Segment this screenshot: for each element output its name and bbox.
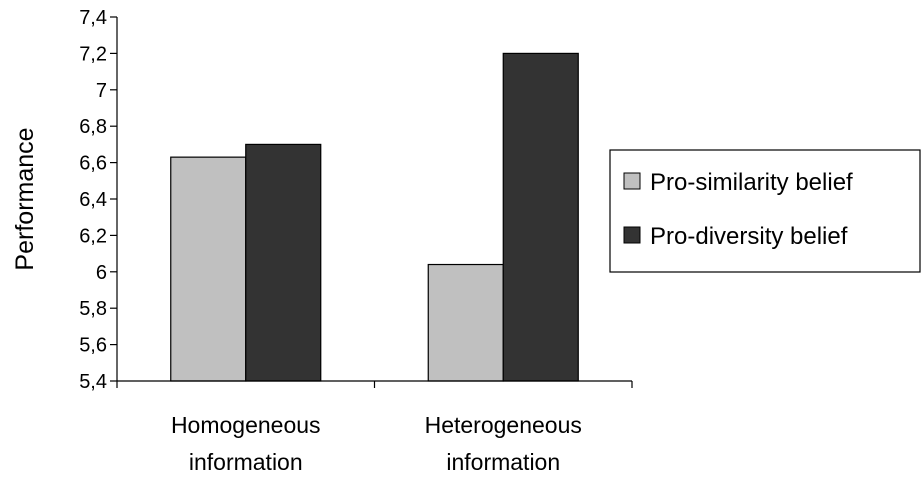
y-tick-label: 6 xyxy=(96,262,107,284)
y-axis-title: Performance xyxy=(11,127,39,270)
category-label: information xyxy=(189,449,303,475)
y-tick-label: 7 xyxy=(96,80,107,102)
bar-pro-similarity-1 xyxy=(427,263,504,382)
bar-pro-diversity-1 xyxy=(502,52,579,382)
legend-swatch xyxy=(623,226,641,244)
legend-box xyxy=(609,149,921,273)
y-axis-ticks: 5,4 5,6 5,8 6 6,2 6,4 6,6 6,8 7 7,2 7,4 xyxy=(79,7,117,393)
y-tick-label: 6,2 xyxy=(79,225,107,247)
bar-pro-similarity-0 xyxy=(170,156,247,382)
category-label: Heterogeneous xyxy=(425,412,582,438)
category-label: information xyxy=(446,449,560,475)
legend-label: Pro-similarity belief xyxy=(650,169,853,196)
legend-swatch xyxy=(623,172,641,190)
y-tick-label: 5,8 xyxy=(79,298,107,320)
bar-pro-diversity-0 xyxy=(245,143,322,382)
category-labels: Homogeneous information Heterogeneous infor… xyxy=(171,412,582,475)
y-tick-label: 5,6 xyxy=(79,335,107,357)
bars xyxy=(170,52,579,382)
y-tick-label: 6,8 xyxy=(79,116,107,138)
legend: Pro-similarity belief Pro-diversity belie… xyxy=(609,149,921,273)
axes xyxy=(116,17,633,388)
legend-label: Pro-diversity belief xyxy=(650,223,848,250)
y-tick-label: 5,4 xyxy=(79,371,107,393)
y-tick-label: 6,6 xyxy=(79,153,107,175)
y-tick-label: 6,4 xyxy=(79,189,107,211)
category-label: Homogeneous xyxy=(171,412,321,438)
y-tick-label: 7,2 xyxy=(79,43,107,65)
y-tick-label: 7,4 xyxy=(79,7,107,29)
